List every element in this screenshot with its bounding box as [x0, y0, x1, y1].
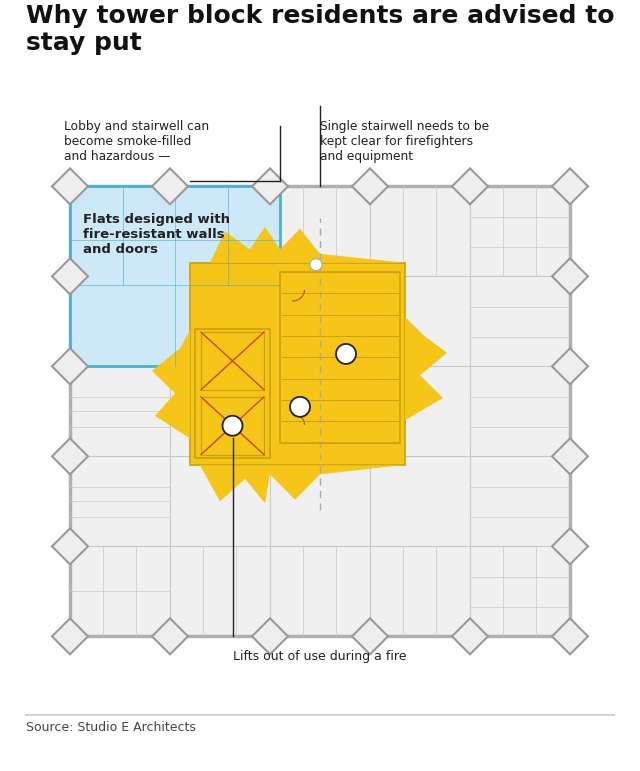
Text: Lifts out of use during a fire: Lifts out of use during a fire	[233, 650, 407, 663]
Polygon shape	[252, 618, 288, 655]
Text: BBC: BBC	[553, 738, 589, 753]
Polygon shape	[200, 466, 400, 503]
Circle shape	[290, 397, 310, 417]
Polygon shape	[552, 348, 588, 384]
Polygon shape	[552, 618, 588, 655]
Polygon shape	[552, 528, 588, 564]
Polygon shape	[405, 317, 447, 420]
Bar	[201, 332, 264, 389]
Polygon shape	[352, 168, 388, 204]
Polygon shape	[552, 439, 588, 474]
Text: Lobby and stairwell can
become smoke-filled
and hazardous —: Lobby and stairwell can become smoke-fil…	[64, 120, 209, 163]
Bar	[190, 263, 405, 466]
Text: Flats designed with
fire-resistant walls
and doors: Flats designed with fire-resistant walls…	[83, 214, 230, 256]
Bar	[70, 187, 280, 366]
Circle shape	[223, 416, 243, 436]
Text: Single stairwell needs to be
kept clear for firefighters
and equipment: Single stairwell needs to be kept clear …	[320, 120, 489, 163]
Polygon shape	[152, 168, 188, 204]
Polygon shape	[552, 168, 588, 204]
Polygon shape	[552, 258, 588, 295]
Polygon shape	[52, 168, 88, 204]
Polygon shape	[252, 168, 288, 204]
Polygon shape	[52, 439, 88, 474]
Bar	[280, 272, 400, 443]
Bar	[70, 187, 570, 636]
Polygon shape	[210, 227, 405, 263]
Polygon shape	[52, 258, 88, 295]
Polygon shape	[152, 330, 190, 439]
Bar	[195, 328, 270, 458]
Polygon shape	[52, 348, 88, 384]
Polygon shape	[52, 618, 88, 655]
Circle shape	[310, 258, 322, 271]
Circle shape	[336, 344, 356, 364]
Polygon shape	[152, 618, 188, 655]
Polygon shape	[52, 528, 88, 564]
Bar	[201, 397, 264, 455]
Polygon shape	[452, 168, 488, 204]
Polygon shape	[352, 618, 388, 655]
Text: Source: Studio E Architects: Source: Studio E Architects	[26, 721, 195, 734]
Polygon shape	[452, 618, 488, 655]
Text: Why tower block residents are advised to
stay put: Why tower block residents are advised to…	[26, 4, 614, 55]
